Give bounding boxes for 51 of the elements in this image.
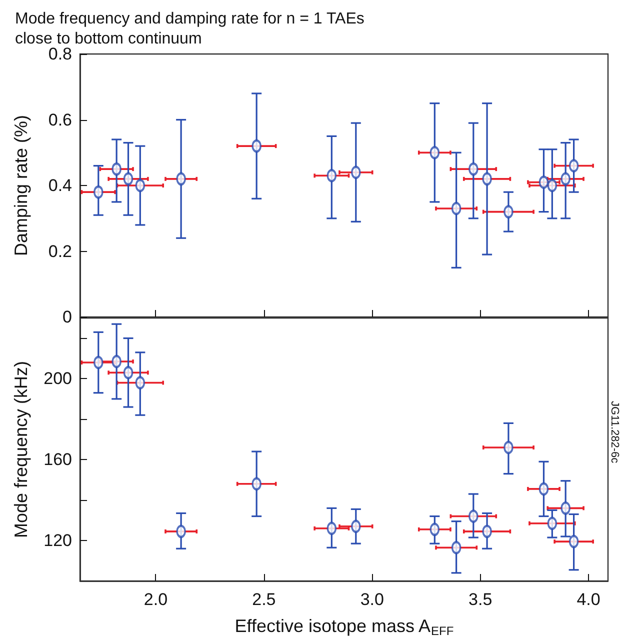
x-tick-label: 3.5 (468, 590, 492, 609)
y-tick-label: 0.2 (48, 242, 72, 261)
y-tick-label: 0.8 (48, 44, 72, 64)
y-tick-label: 0.4 (48, 176, 72, 195)
point (482, 524, 492, 538)
y-tick-label: 120 (44, 531, 72, 550)
point (451, 202, 462, 216)
point (135, 376, 146, 390)
x-tick-label: 3.0 (360, 590, 384, 609)
y-axis-title: Mode frequency (kHz) (11, 360, 31, 538)
point (123, 172, 134, 186)
point (468, 510, 478, 523)
x-tick-label: 2.5 (252, 590, 276, 609)
point (482, 172, 492, 186)
point (568, 535, 579, 548)
point (503, 440, 514, 454)
point (560, 502, 571, 515)
point (451, 541, 462, 554)
y-tick-label: 200 (44, 369, 72, 388)
point (135, 179, 146, 192)
point (503, 205, 514, 218)
chart-title: Mode frequency and damping rate for n = 1 TAEs close to bottom continuum (15, 10, 364, 48)
point (176, 172, 186, 186)
point (350, 166, 361, 179)
text: JG11.282-6c (608, 401, 620, 464)
point (568, 159, 579, 172)
point (468, 162, 478, 176)
point (430, 522, 440, 536)
point (93, 356, 104, 370)
x-tick-label: 2.0 (144, 590, 168, 609)
point (252, 477, 262, 490)
y-tick-label: 160 (44, 450, 72, 470)
point (350, 520, 361, 533)
point (326, 522, 337, 535)
point (112, 162, 122, 176)
point (538, 482, 549, 496)
point (560, 172, 571, 186)
point (326, 169, 337, 182)
point (538, 176, 549, 189)
point (93, 186, 104, 199)
point (112, 355, 122, 368)
x-tick-label: 4.0 (576, 590, 600, 609)
point (547, 516, 558, 530)
y-axis-title: Damping rate (%) (11, 114, 31, 256)
point (547, 179, 558, 192)
point (430, 146, 440, 160)
y-tick-label: 0.6 (48, 110, 72, 130)
point (252, 140, 262, 153)
point (123, 366, 134, 380)
point (176, 524, 186, 538)
y-tick-label: 0 (62, 308, 72, 326)
